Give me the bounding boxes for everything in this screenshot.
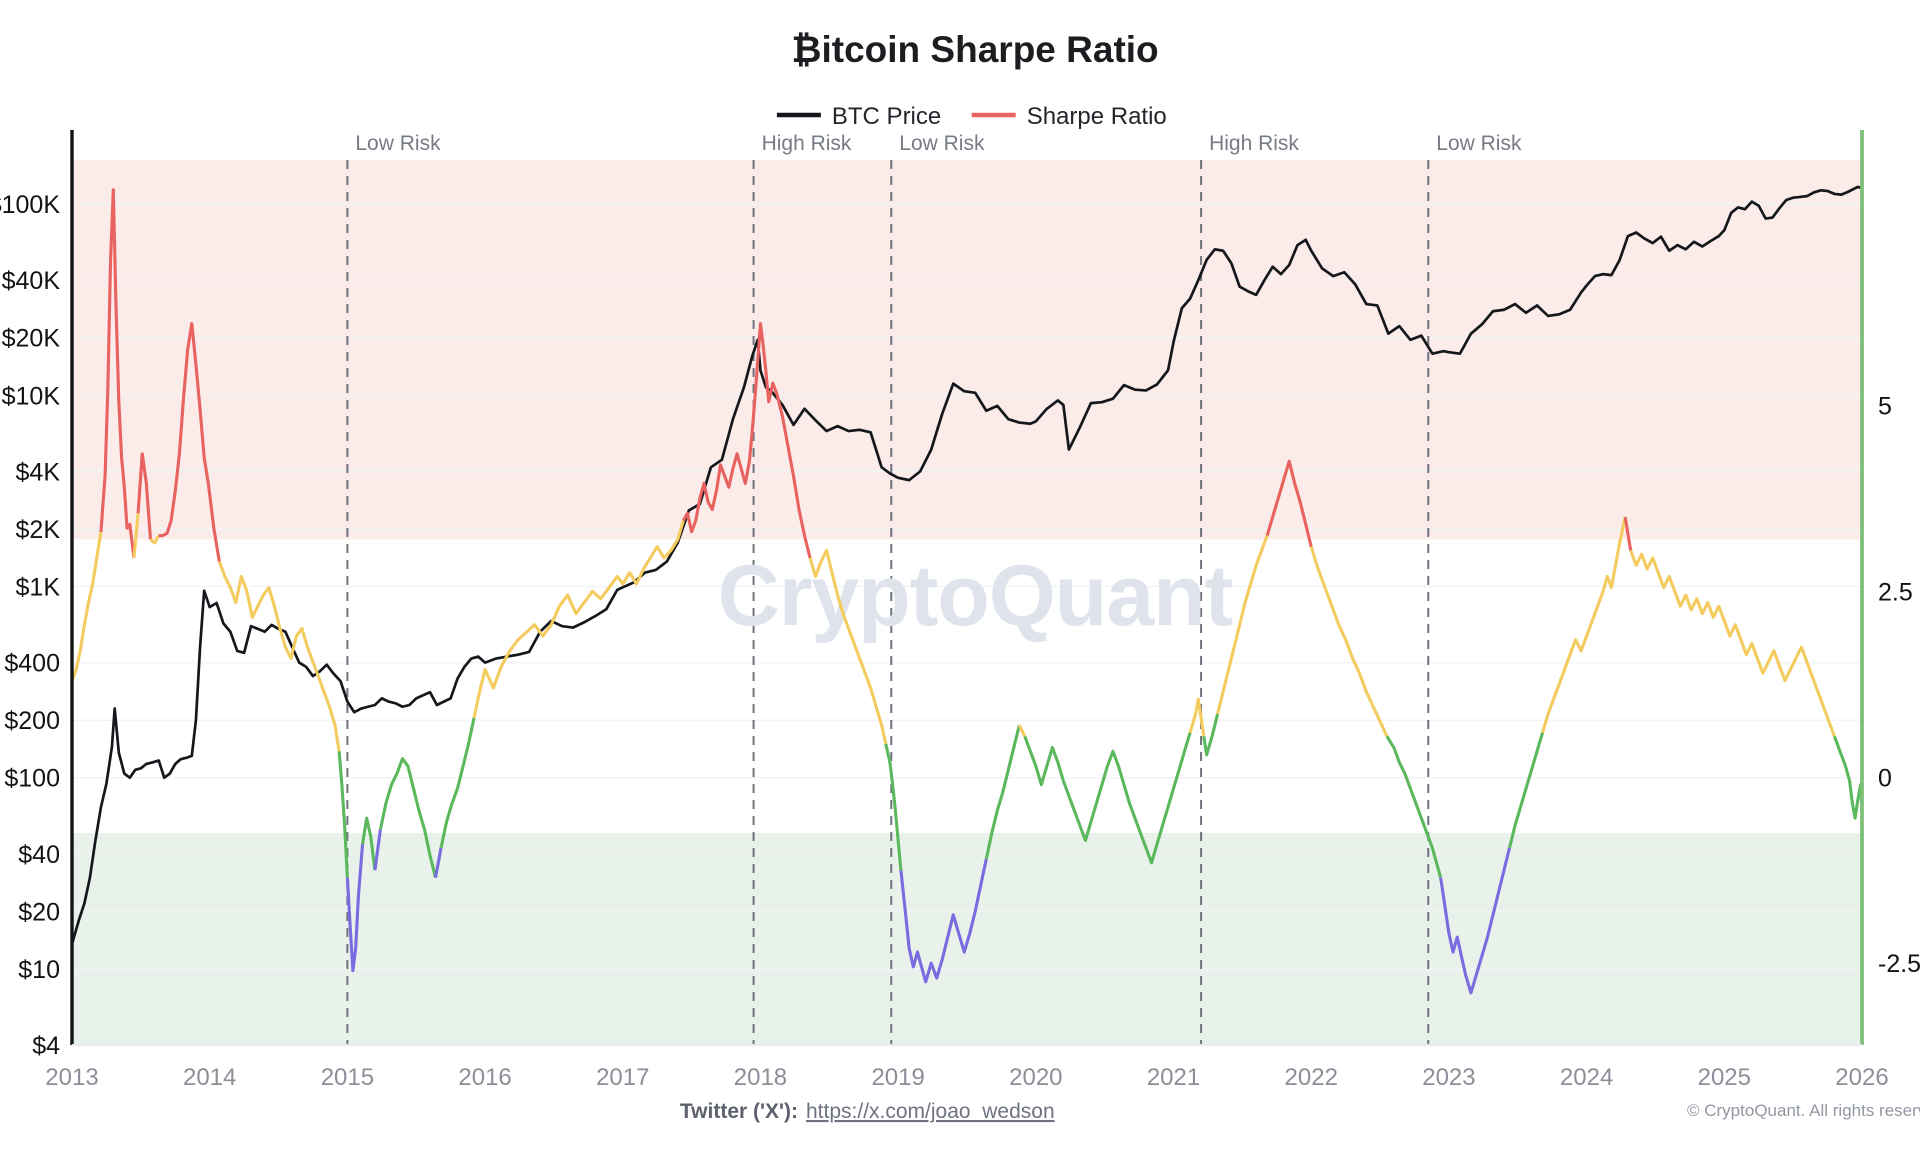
sharpe-ratio-segment [884, 743, 903, 871]
btc-price-line [70, 185, 1863, 945]
y-axis-left-tick-label: $2K [16, 516, 61, 544]
y-axis-left-tick-label: $10 [18, 956, 60, 984]
y-axis-left-tick-label: $100 [4, 765, 60, 793]
sharpe-ratio-segment [1508, 732, 1545, 849]
sharpe-ratio-segment [1623, 516, 1633, 551]
sharpe-ratio-segment [158, 322, 221, 562]
x-axis-tick-label: 2014 [183, 1064, 236, 1091]
x-axis-tick-label: 2026 [1835, 1064, 1888, 1091]
y-axis-left-tick-label: $20 [18, 898, 60, 926]
y-axis-right-tick-label: -2.5 [1878, 950, 1920, 978]
risk-annotation-label: High Risk [1209, 132, 1299, 155]
risk-annotation-label: Low Risk [355, 132, 441, 155]
x-axis-ticks: 2013 2014 2015 2016 2017 2018 2019 2020 2021 2022… [45, 1064, 1888, 1091]
sharpe-ratio-segment [1385, 735, 1443, 879]
page-title: ₿itcoin Sharpe Ratio [791, 29, 1158, 70]
sharpe-ratio-segment [70, 531, 103, 682]
sharpe-ratio-segment [373, 829, 382, 871]
sharpe-ratio-segment [149, 534, 161, 545]
y-axis-left-tick-label: $40K [2, 267, 61, 295]
sharpe-ratio-segment [1023, 732, 1192, 865]
sharpe-ratio-segment [1017, 724, 1027, 738]
sharpe-ratio-segment [899, 858, 988, 984]
sharpe-ratio-segment [337, 751, 349, 878]
sharpe-ratio-segment [1541, 516, 1627, 734]
sharpe-ratio-segment [1265, 459, 1313, 548]
sharpe-ratio-segment [360, 816, 377, 871]
sharpe-ratio-segment [1833, 735, 1864, 820]
sharpe-ratio-segment [808, 548, 888, 745]
risk-annotation-label: High Risk [762, 132, 852, 155]
y-axis-left-tick-label: $400 [4, 650, 60, 678]
legend-item-label[interactable]: Sharpe Ratio [1027, 103, 1167, 130]
x-axis-tick-label: 2022 [1285, 1064, 1338, 1091]
y-axis-left-tick-label: $200 [4, 707, 60, 735]
left-axis-ticks: $100K $40K $20K $10K $4K $2K $1K $400 $200 $100 $4… [0, 191, 60, 1060]
x-axis-tick-label: 2024 [1560, 1064, 1613, 1091]
x-axis-tick-label: 2023 [1422, 1064, 1475, 1091]
sharpe-ratio-segment [433, 847, 443, 878]
sharpe-ratio-segment [984, 724, 1021, 860]
y-axis-left-tick-label: $40 [18, 841, 60, 869]
y-axis-right-tick-label: 5 [1878, 392, 1892, 420]
gridlines [72, 203, 1862, 1046]
x-axis-tick-label: 2013 [45, 1064, 98, 1091]
sharpe-series [70, 188, 1864, 995]
sharpe-ratio-segment [345, 844, 365, 973]
y-axis-left-tick-label: $4 [32, 1032, 60, 1060]
y-axis-left-tick-label: $20K [2, 325, 61, 353]
high-risk-band [72, 160, 1862, 540]
sharpe-ratio-segment [1629, 549, 1836, 737]
axis-spines [70, 130, 1864, 1046]
sharpe-ratio-segment [1439, 847, 1512, 995]
sharpe-ratio-segment [1202, 713, 1220, 757]
x-axis-tick-label: 2025 [1698, 1064, 1751, 1091]
sharpe-ratio-segment [1188, 697, 1206, 737]
y-axis-left-tick-label: $100K [0, 191, 60, 219]
y-axis-right-tick-label: 2.5 [1878, 578, 1913, 606]
risk-annotation-label: Low Risk [899, 132, 985, 155]
risk-annotation-label: Low Risk [1436, 132, 1522, 155]
price-series [70, 185, 1863, 945]
x-axis-tick-label: 2015 [321, 1064, 374, 1091]
right-axis-ticks: 5 2.5 0 -2.5 [1878, 392, 1920, 978]
x-axis-tick-label: 2018 [734, 1064, 787, 1091]
sharpe-ratio-segment [439, 717, 476, 849]
sharpe-ratio-segment [136, 452, 153, 540]
chart-legend[interactable]: BTC Price Sharpe Ratio [776, 103, 1167, 130]
footer-copyright: © CryptoQuant. All rights reserved [1687, 1101, 1920, 1120]
sharpe-ratio-segment [378, 757, 438, 879]
x-axis-tick-label: 2019 [871, 1064, 924, 1091]
y-axis-left-tick-label: $10K [2, 382, 61, 410]
y-axis-left-tick-label: $4K [16, 458, 61, 486]
y-axis-right-tick-label: 0 [1878, 764, 1892, 792]
x-axis-tick-label: 2016 [458, 1064, 511, 1091]
x-axis-tick-label: 2017 [596, 1064, 649, 1091]
sharpe-ratio-segment [472, 520, 685, 719]
x-axis-tick-label: 2021 [1147, 1064, 1200, 1091]
sharpe-ratio-segment [681, 322, 812, 559]
sharpe-ratio-segment [132, 513, 140, 559]
footer-twitter-link[interactable]: https://x.com/joao_wedson [806, 1100, 1055, 1123]
x-axis-tick-label: 2020 [1009, 1064, 1062, 1091]
risk-annotations: Low Risk High Risk Low Risk High Risk Low Ri… [355, 132, 1522, 155]
sharpe-ratio-segment [1216, 535, 1269, 715]
legend-item-label[interactable]: BTC Price [832, 103, 941, 130]
sharpe-ratio-segment [99, 188, 136, 559]
cryptoquant-watermark: CryptoQuant [718, 548, 1233, 644]
y-axis-left-tick-label: $1K [16, 573, 61, 601]
footer: Twitter ('X'): https://x.com/joao_wedson… [680, 1100, 1920, 1123]
footer-twitter-label: Twitter ('X'): [680, 1100, 798, 1123]
sharpe-ratio-segment [1309, 546, 1389, 738]
sharpe-ratio-segment [217, 561, 341, 752]
